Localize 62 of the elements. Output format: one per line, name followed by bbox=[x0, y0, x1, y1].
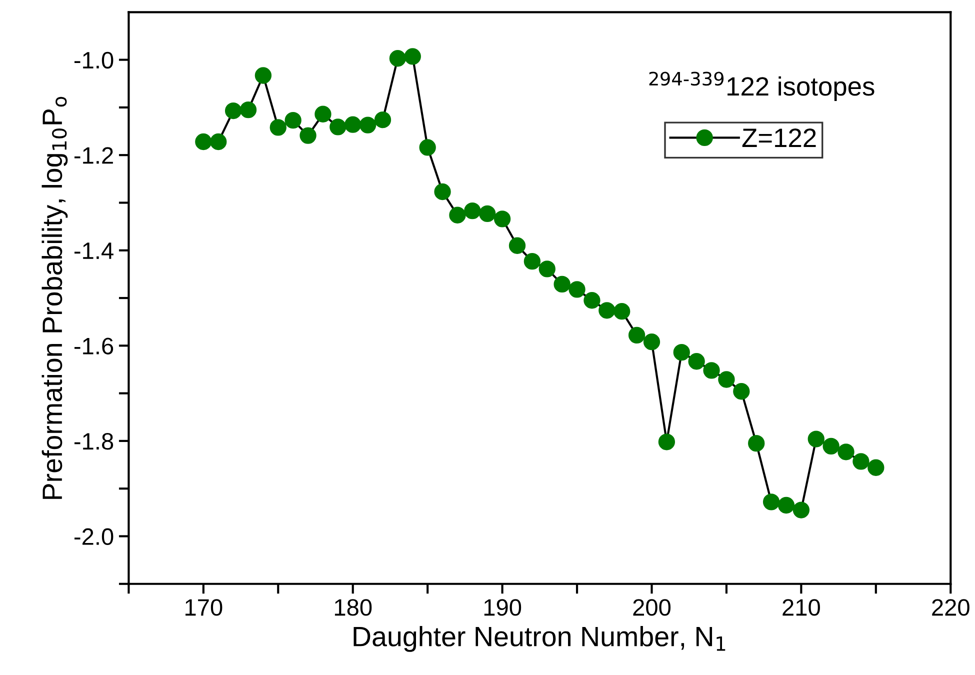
point bbox=[554, 276, 570, 293]
point bbox=[374, 111, 392, 128]
point bbox=[344, 116, 362, 133]
point bbox=[538, 260, 556, 278]
point bbox=[284, 112, 302, 129]
x-axis-title: Daughter Neutron Number, N$_{1}$ bbox=[354, 626, 726, 652]
point bbox=[688, 353, 705, 370]
point bbox=[240, 101, 257, 118]
point bbox=[703, 362, 720, 379]
point bbox=[195, 133, 212, 150]
point bbox=[419, 139, 436, 156]
point bbox=[404, 48, 421, 65]
point bbox=[389, 50, 406, 67]
y-axis-title: Preformation Probability, log$_{10}$P$_{o}$ bbox=[42, 96, 68, 499]
point bbox=[210, 133, 227, 150]
point bbox=[838, 444, 854, 460]
x-tick-label: 220 bbox=[932, 599, 970, 616]
point bbox=[224, 102, 242, 120]
x-tick-label: 180 bbox=[334, 599, 372, 616]
x-tick-label: 190 bbox=[484, 599, 522, 616]
point bbox=[614, 303, 630, 320]
point bbox=[778, 496, 795, 514]
point bbox=[300, 127, 316, 144]
point bbox=[314, 106, 332, 122]
point bbox=[464, 202, 481, 220]
annotation: $^{294-339}$122 isotopes bbox=[649, 72, 874, 101]
point bbox=[868, 459, 884, 476]
y-tick-label: -1.4 bbox=[74, 242, 114, 259]
point bbox=[254, 67, 272, 84]
point bbox=[434, 183, 451, 200]
point bbox=[479, 205, 496, 222]
point bbox=[762, 494, 780, 510]
point bbox=[568, 281, 586, 298]
x-tick-label: 210 bbox=[782, 599, 820, 616]
x-tick-label: 200 bbox=[633, 599, 671, 616]
y-tick-label: -1.6 bbox=[74, 338, 114, 354]
point bbox=[270, 119, 286, 136]
point bbox=[808, 430, 824, 448]
point bbox=[748, 434, 765, 452]
point bbox=[628, 326, 646, 344]
point bbox=[330, 118, 346, 136]
point bbox=[643, 334, 660, 350]
point bbox=[449, 206, 466, 224]
point bbox=[733, 383, 750, 400]
y-tick-label: -1.8 bbox=[74, 433, 114, 450]
point bbox=[718, 371, 735, 388]
point bbox=[359, 116, 376, 134]
point bbox=[598, 302, 616, 319]
y-tick-label: -2.0 bbox=[74, 528, 114, 546]
legend-label: Z=122 bbox=[742, 128, 816, 147]
point bbox=[673, 344, 690, 361]
point bbox=[658, 434, 676, 450]
point bbox=[524, 252, 541, 270]
point bbox=[822, 438, 840, 455]
point bbox=[584, 292, 600, 309]
x-tick-label: 170 bbox=[186, 599, 222, 616]
point bbox=[494, 210, 511, 228]
point bbox=[508, 237, 526, 254]
point bbox=[852, 453, 870, 470]
y-tick-label: -1.0 bbox=[74, 52, 114, 69]
y-tick-label: -1.2 bbox=[74, 147, 113, 164]
point bbox=[792, 502, 810, 518]
